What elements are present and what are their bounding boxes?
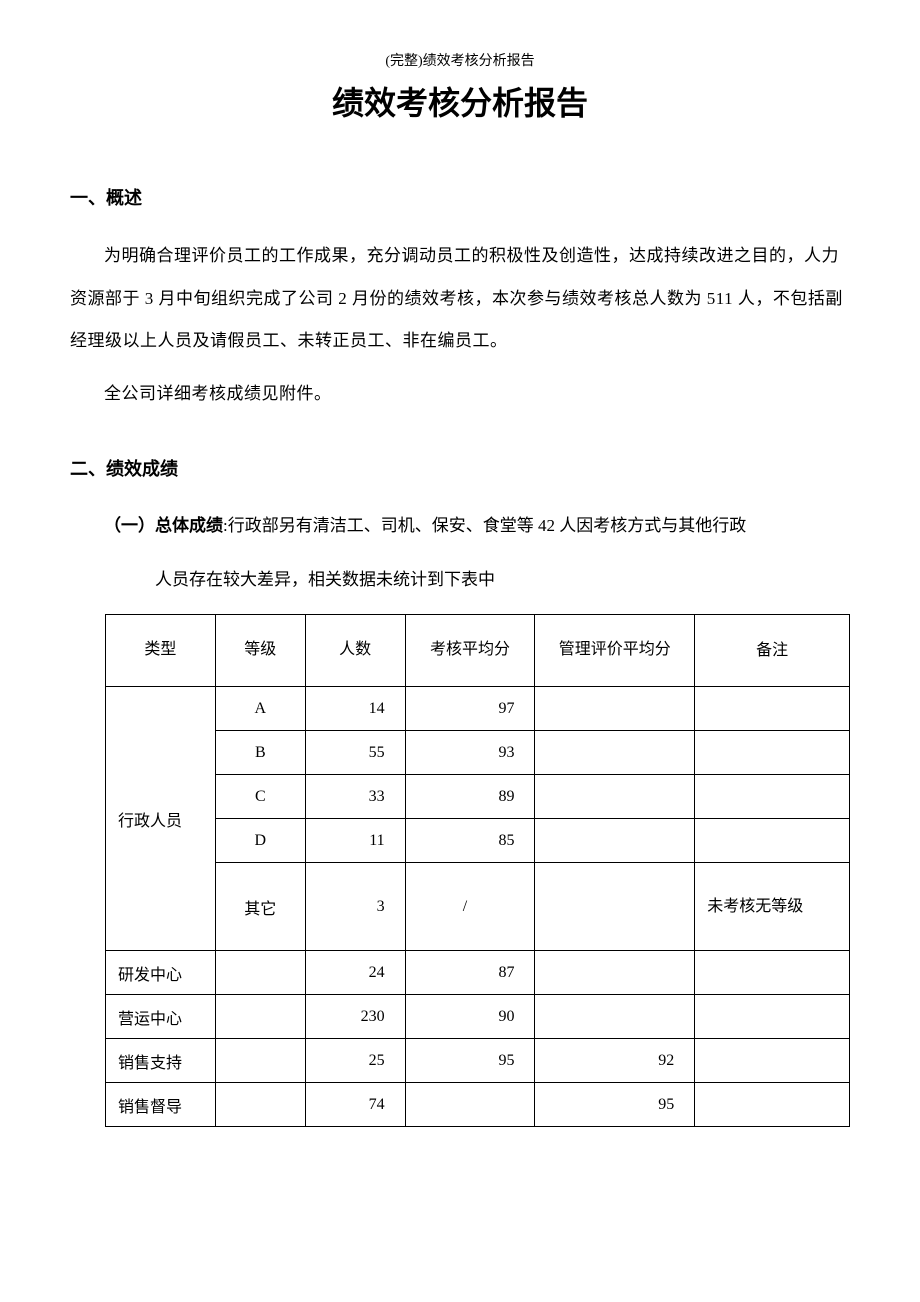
table-header-row: 类型 等级 人数 考核平均分 管理评价平均分 备注	[106, 615, 850, 687]
col-header-mgmt: 管理评价平均分	[535, 615, 695, 687]
cell-note	[695, 731, 850, 775]
col-header-note: 备注	[695, 615, 850, 687]
header-small-title: (完整)绩效考核分析报告	[70, 50, 850, 70]
cell-grade	[215, 1083, 305, 1127]
cell-score: 97	[405, 687, 535, 731]
cell-note: 未考核无等级	[695, 863, 850, 951]
col-header-count: 人数	[305, 615, 405, 687]
table-row: 其它 3 / 未考核无等级	[106, 863, 850, 951]
cell-grade: B	[215, 731, 305, 775]
cell-mgmt	[535, 819, 695, 863]
cell-note	[695, 819, 850, 863]
table-row: B 55 93	[106, 731, 850, 775]
cell-mgmt	[535, 687, 695, 731]
cell-grade: C	[215, 775, 305, 819]
table-row: 销售督导 74 95	[106, 1083, 850, 1127]
cell-mgmt	[535, 731, 695, 775]
cell-type: 销售支持	[106, 1039, 216, 1083]
cell-grade	[215, 995, 305, 1039]
cell-type: 销售督导	[106, 1083, 216, 1127]
col-header-score: 考核平均分	[405, 615, 535, 687]
section-2: 二、绩效成绩 （一）总体成绩:行政部另有清洁工、司机、保安、食堂等 42 人因考…	[70, 455, 850, 1127]
cell-admin-label: 行政人员	[106, 687, 216, 951]
cell-note	[695, 687, 850, 731]
cell-score: /	[405, 863, 535, 951]
cell-score: 90	[405, 995, 535, 1039]
table-row: C 33 89	[106, 775, 850, 819]
section-1-para-1: 为明确合理评价员工的工作成果，充分调动员工的积极性及创造性，达成持续改进之目的，…	[70, 235, 850, 363]
cell-mgmt	[535, 775, 695, 819]
cell-count: 11	[305, 819, 405, 863]
subsection-1-text-2: 人员存在较大差异，相关数据未统计到下表中	[70, 560, 850, 599]
cell-count: 3	[305, 863, 405, 951]
cell-grade	[215, 1039, 305, 1083]
subsection-1-text-1: :行政部另有清洁工、司机、保安、食堂等 42 人因考核方式与其他行政	[223, 516, 746, 535]
cell-note	[695, 1083, 850, 1127]
section-1-para-2: 全公司详细考核成绩见附件。	[70, 373, 850, 416]
table-row: 营运中心 230 90	[106, 995, 850, 1039]
cell-type: 营运中心	[106, 995, 216, 1039]
subsection-1: （一）总体成绩:行政部另有清洁工、司机、保安、食堂等 42 人因考核方式与其他行…	[70, 506, 850, 545]
cell-note	[695, 951, 850, 995]
cell-type: 研发中心	[106, 951, 216, 995]
cell-note	[695, 775, 850, 819]
table-row: 销售支持 25 95 92	[106, 1039, 850, 1083]
table-row: 研发中心 24 87	[106, 951, 850, 995]
col-header-grade: 等级	[215, 615, 305, 687]
cell-grade: 其它	[215, 863, 305, 951]
cell-mgmt	[535, 863, 695, 951]
section-1: 一、概述 为明确合理评价员工的工作成果，充分调动员工的积极性及创造性，达成持续改…	[70, 184, 850, 415]
cell-score: 85	[405, 819, 535, 863]
cell-mgmt: 92	[535, 1039, 695, 1083]
subsection-1-label: （一）总体成绩	[104, 516, 223, 535]
table-row: 行政人员 A 14 97	[106, 687, 850, 731]
cell-grade: D	[215, 819, 305, 863]
cell-mgmt	[535, 951, 695, 995]
cell-note	[695, 995, 850, 1039]
cell-count: 14	[305, 687, 405, 731]
cell-mgmt: 95	[535, 1083, 695, 1127]
cell-note	[695, 1039, 850, 1083]
cell-score	[405, 1083, 535, 1127]
cell-grade	[215, 951, 305, 995]
cell-score: 93	[405, 731, 535, 775]
cell-count: 24	[305, 951, 405, 995]
cell-count: 25	[305, 1039, 405, 1083]
cell-count: 74	[305, 1083, 405, 1127]
cell-score: 89	[405, 775, 535, 819]
table-row: D 11 85	[106, 819, 850, 863]
section-1-heading: 一、概述	[70, 184, 850, 210]
cell-score: 87	[405, 951, 535, 995]
main-title: 绩效考核分析报告	[70, 78, 850, 124]
cell-count: 230	[305, 995, 405, 1039]
performance-table: 类型 等级 人数 考核平均分 管理评价平均分 备注 行政人员 A 14 97 B…	[105, 614, 850, 1127]
cell-mgmt	[535, 995, 695, 1039]
cell-count: 55	[305, 731, 405, 775]
cell-grade: A	[215, 687, 305, 731]
col-header-type: 类型	[106, 615, 216, 687]
cell-count: 33	[305, 775, 405, 819]
cell-score: 95	[405, 1039, 535, 1083]
section-2-heading: 二、绩效成绩	[70, 455, 850, 481]
